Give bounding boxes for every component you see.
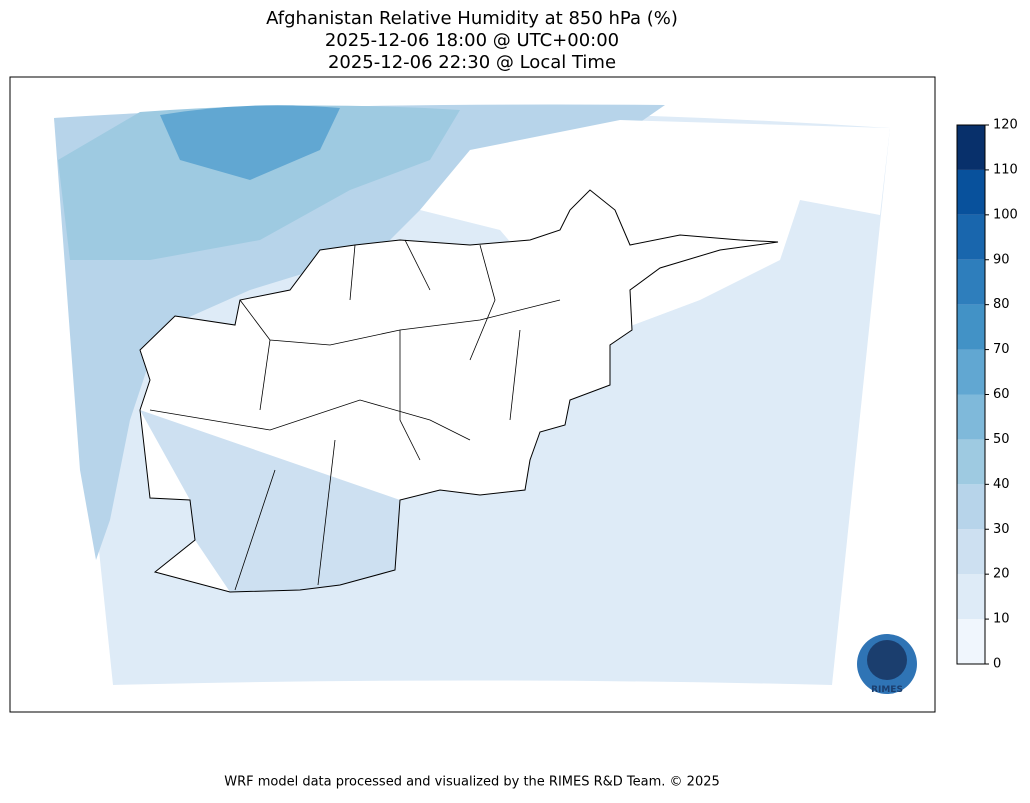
colorbar-band — [957, 125, 985, 170]
colorbar-tick-label: 100 — [993, 207, 1018, 222]
colorbar-band — [957, 214, 985, 260]
colorbar-band — [957, 439, 985, 485]
colorbar-tick-label: 40 — [993, 477, 1010, 492]
colorbar-band — [957, 529, 985, 575]
colorbar-tick-label: 70 — [993, 342, 1010, 357]
title-line: 2025-12-06 22:30 @ Local Time — [328, 52, 616, 73]
colorbar-band — [957, 619, 985, 664]
colorbar-band — [957, 349, 985, 395]
field-band — [58, 105, 460, 260]
colorbar-tick-label: 0 — [993, 657, 1001, 672]
colorbar-band — [957, 304, 985, 350]
colorbar-tick-label: 30 — [993, 522, 1010, 537]
field-band — [140, 410, 400, 592]
field-band — [160, 105, 340, 180]
colorbar-band — [957, 169, 985, 215]
province-borders — [149, 239, 561, 591]
colorbar-tick-label: 20 — [993, 567, 1010, 582]
colorbar: 0 10 20 30 40 50 60 70 80 90 100 110 120 — [956, 118, 1018, 672]
colorbar-tick-label: 50 — [993, 432, 1010, 447]
colorbar-tick-label: 80 — [993, 297, 1010, 312]
colorbar-tick-label: 110 — [993, 162, 1018, 177]
logo-inner — [867, 640, 907, 680]
colorbar-band — [957, 394, 985, 440]
footer: WRF model data processed and visualized … — [224, 775, 720, 790]
colorbar-band — [957, 484, 985, 530]
logo-text: RIMES — [871, 685, 903, 695]
colorbar-tick-label: 60 — [993, 387, 1010, 402]
colorbar-band — [957, 259, 985, 305]
title-line: 2025-12-06 18:00 @ UTC+00:00 — [325, 30, 619, 51]
field-gap — [420, 120, 890, 330]
logo: RIMES — [857, 634, 917, 695]
country-border — [139, 189, 779, 593]
title-line: Afghanistan Relative Humidity at 850 hPa… — [266, 8, 678, 29]
colorbar-tick-label: 120 — [993, 118, 1018, 133]
colorbar-tick-label: 10 — [993, 612, 1010, 627]
colorbar-tick-label: 90 — [993, 252, 1010, 267]
map: RIMES — [9, 76, 936, 713]
colorbar-band — [957, 574, 985, 620]
